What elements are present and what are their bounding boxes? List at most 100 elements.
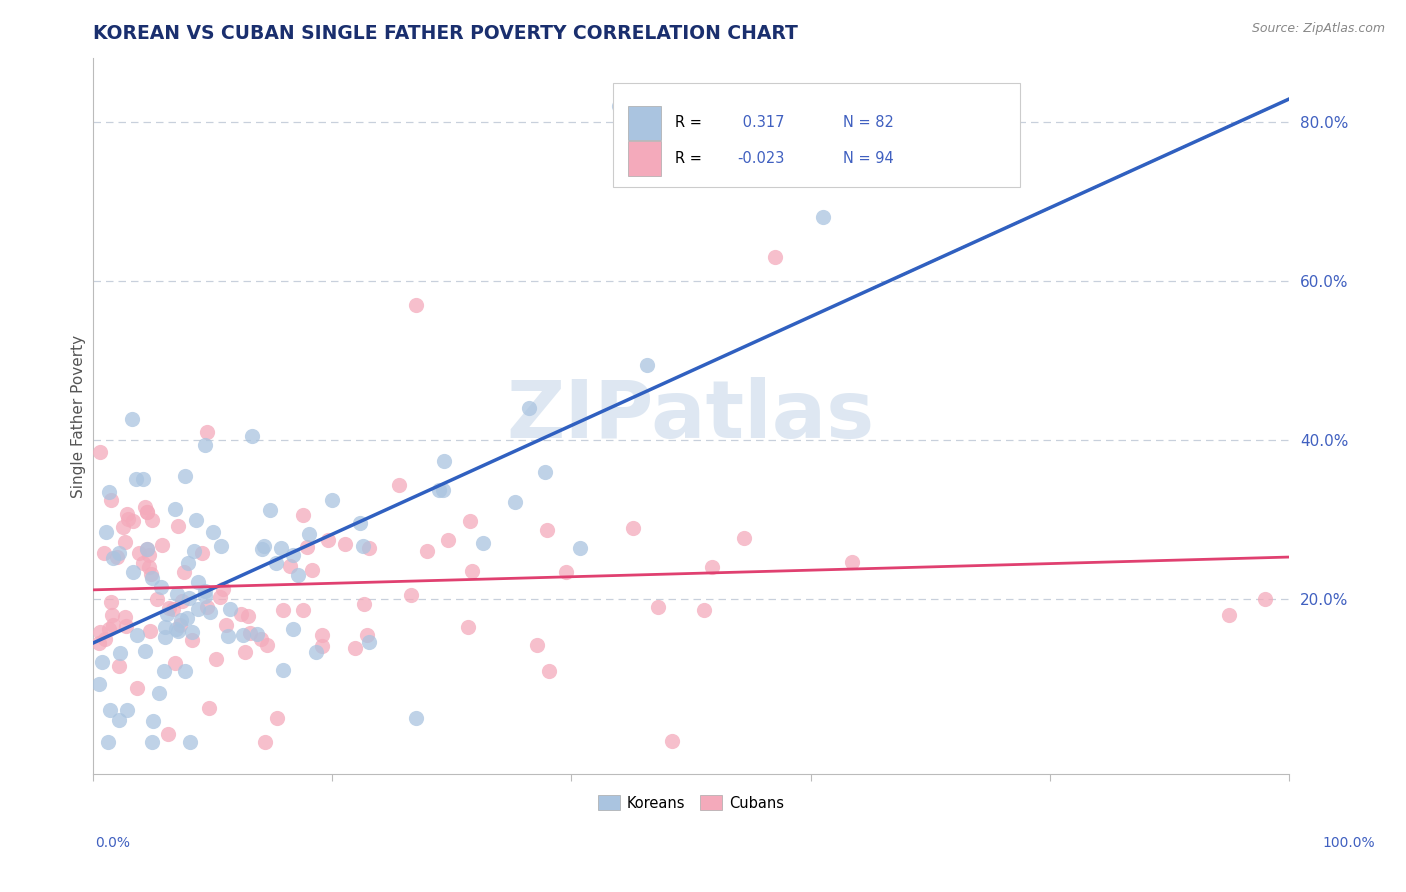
Point	[179, 591, 201, 605]
Point	[647, 600, 669, 615]
Point	[162, 602, 184, 616]
Point	[93, 545, 115, 559]
Point	[215, 618, 238, 632]
Point	[157, 600, 180, 615]
Point	[432, 483, 454, 497]
Point	[266, 711, 288, 725]
Point	[194, 583, 217, 598]
Point	[201, 525, 224, 540]
Point	[405, 298, 427, 312]
Point	[205, 651, 228, 665]
Text: 100.0%: 100.0%	[1323, 836, 1375, 850]
Point	[125, 681, 148, 695]
Point	[100, 595, 122, 609]
Point	[97, 735, 120, 749]
Point	[195, 600, 218, 615]
Point	[349, 516, 371, 531]
Point	[107, 713, 129, 727]
Point	[150, 580, 173, 594]
Point	[219, 602, 242, 616]
Point	[100, 492, 122, 507]
Point	[250, 632, 273, 647]
Point	[460, 564, 482, 578]
Point	[621, 521, 644, 535]
Y-axis label: Single Father Poverty: Single Father Poverty	[72, 334, 86, 498]
Point	[174, 664, 197, 678]
Point	[96, 525, 118, 540]
Point	[239, 626, 262, 640]
Point	[702, 559, 724, 574]
Text: -0.023: -0.023	[738, 151, 785, 166]
Point	[132, 472, 155, 486]
Point	[231, 607, 253, 621]
Point	[108, 546, 131, 560]
Text: R =: R =	[675, 151, 702, 166]
Point	[101, 608, 124, 623]
Point	[321, 492, 343, 507]
Point	[208, 591, 231, 605]
Point	[1218, 607, 1240, 622]
FancyBboxPatch shape	[613, 84, 1019, 187]
Point	[89, 625, 111, 640]
Point	[167, 519, 190, 533]
Point	[281, 548, 304, 562]
Point	[177, 556, 200, 570]
Point	[259, 503, 281, 517]
Point	[153, 630, 176, 644]
Point	[180, 624, 202, 639]
Point	[264, 556, 287, 570]
Point	[301, 563, 323, 577]
Point	[105, 549, 128, 564]
Point	[174, 469, 197, 483]
Point	[305, 644, 328, 658]
Point	[165, 622, 187, 636]
Point	[114, 609, 136, 624]
Bar	[627, 105, 661, 140]
Text: Source: ZipAtlas.com: Source: ZipAtlas.com	[1251, 22, 1385, 36]
Point	[536, 523, 558, 537]
Point	[165, 502, 187, 516]
Point	[503, 494, 526, 508]
Point	[471, 535, 494, 549]
Point	[122, 514, 145, 528]
Point	[537, 664, 560, 678]
Point	[517, 401, 540, 416]
Point	[139, 566, 162, 581]
Point	[405, 711, 427, 725]
Point	[138, 548, 160, 562]
Point	[127, 628, 149, 642]
Point	[173, 566, 195, 580]
Point	[176, 611, 198, 625]
Point	[128, 546, 150, 560]
Point	[195, 425, 218, 439]
Text: 0.0%: 0.0%	[96, 836, 131, 850]
Point	[141, 513, 163, 527]
Point	[108, 646, 131, 660]
Point	[311, 627, 333, 641]
Point	[526, 638, 548, 652]
Point	[153, 664, 176, 678]
Point	[399, 588, 422, 602]
Point	[295, 540, 318, 554]
Point	[134, 500, 156, 514]
Point	[1254, 591, 1277, 606]
Point	[357, 541, 380, 555]
Point	[198, 605, 221, 619]
Point	[136, 542, 159, 557]
Point	[94, 632, 117, 646]
Point	[763, 250, 786, 264]
Point	[318, 533, 340, 548]
Point	[433, 454, 456, 468]
Point	[841, 555, 863, 569]
Bar	[627, 141, 661, 176]
Point	[150, 538, 173, 552]
Point	[155, 620, 177, 634]
Point	[353, 597, 375, 611]
Point	[388, 478, 411, 492]
Point	[436, 533, 458, 548]
Point	[165, 656, 187, 670]
Point	[427, 483, 450, 497]
Point	[256, 639, 278, 653]
Point	[98, 485, 121, 500]
Point	[233, 644, 256, 658]
